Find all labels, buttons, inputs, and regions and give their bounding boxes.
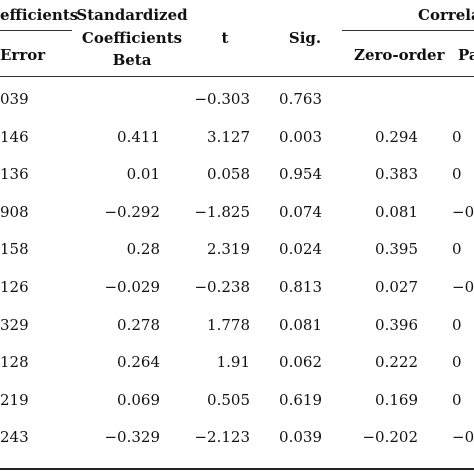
cell-zero-order: 0.027: [375, 278, 418, 296]
cell-zero-order: 0.081: [375, 203, 418, 221]
header-group-rule: [0, 30, 72, 31]
cell-std-error: 126: [0, 278, 29, 296]
cell-zero-order: −0.202: [362, 428, 418, 446]
cell-sig: 0.081: [279, 316, 322, 334]
cell-t: −0.303: [194, 90, 250, 108]
cell-std-error: 243: [0, 428, 29, 446]
header-sig: Sig.: [288, 29, 322, 47]
cell-partial: 0: [452, 128, 462, 146]
cell-t: 1.91: [216, 353, 250, 371]
cell-sig: 0.024: [279, 240, 322, 258]
cell-sig: 0.763: [279, 90, 322, 108]
cell-beta: −0.329: [104, 428, 160, 446]
cell-std-error: 329: [0, 316, 29, 334]
cell-std-error: 136: [0, 165, 29, 183]
cell-beta: 0.069: [117, 391, 160, 409]
header-zero-order: Zero-order: [354, 46, 445, 64]
cell-sig: 0.062: [279, 353, 322, 371]
cell-std-error: 908: [0, 203, 29, 221]
cell-partial: 0: [452, 353, 462, 371]
cell-std-error: 158: [0, 240, 29, 258]
cell-beta: 0.264: [117, 353, 160, 371]
cell-t: 0.505: [207, 391, 250, 409]
cell-sig: 0.003: [279, 128, 322, 146]
correlations-group-rule: [342, 30, 474, 31]
header-partial: Pa: [458, 46, 474, 64]
header-correlations: Correla: [418, 6, 474, 24]
cell-t: 2.319: [207, 240, 250, 258]
cell-sig: 0.039: [279, 428, 322, 446]
header-std-error: Error: [0, 46, 46, 64]
cell-t: 1.778: [207, 316, 250, 334]
cell-std-error: 128: [0, 353, 29, 371]
cell-std-error: 146: [0, 128, 29, 146]
cell-sig: 0.619: [279, 391, 322, 409]
cell-zero-order: 0.294: [375, 128, 418, 146]
cell-partial: −0: [452, 203, 474, 221]
cell-beta: −0.292: [104, 203, 160, 221]
header-unstandardized-coefficients: efficients: [0, 6, 79, 24]
cell-partial: 0: [452, 165, 462, 183]
cell-t: 0.058: [207, 165, 250, 183]
cell-partial: −0: [452, 428, 474, 446]
cell-beta: 0.411: [117, 128, 160, 146]
cell-std-error: 039: [0, 90, 29, 108]
cell-beta: 0.28: [126, 240, 160, 258]
header-standardized-line1: Standardized: [76, 6, 188, 24]
cell-zero-order: 0.169: [375, 391, 418, 409]
cell-partial: 0: [452, 240, 462, 258]
cell-t: −1.825: [194, 203, 250, 221]
cell-t: 3.127: [207, 128, 250, 146]
header-standardized-line2: Coefficients: [81, 29, 183, 47]
cell-zero-order: 0.222: [375, 353, 418, 371]
cell-partial: 0: [452, 391, 462, 409]
cell-beta: 0.278: [117, 316, 160, 334]
cell-sig: 0.074: [279, 203, 322, 221]
cell-partial: 0: [452, 316, 462, 334]
cell-beta: −0.029: [104, 278, 160, 296]
cell-zero-order: 0.395: [375, 240, 418, 258]
header-standardized-line3: Beta: [112, 51, 152, 69]
cell-t: −2.123: [194, 428, 250, 446]
cell-beta: 0.01: [126, 165, 160, 183]
cell-sig: 0.954: [279, 165, 322, 183]
cell-zero-order: 0.396: [375, 316, 418, 334]
cell-partial: −0: [452, 278, 474, 296]
cell-sig: 0.813: [279, 278, 322, 296]
cell-t: −0.238: [194, 278, 250, 296]
table-bottom-rule: [0, 468, 474, 470]
header-t: t: [221, 29, 229, 47]
header-bottom-rule: [0, 76, 474, 77]
cell-std-error: 219: [0, 391, 29, 409]
cell-zero-order: 0.383: [375, 165, 418, 183]
